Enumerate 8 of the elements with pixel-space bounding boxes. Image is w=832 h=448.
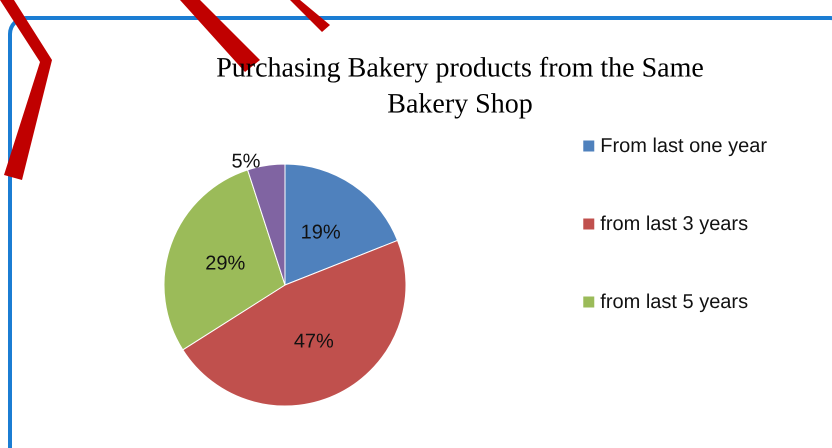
data-label: 29%	[205, 252, 246, 274]
legend-label: from last 3 years	[600, 213, 748, 235]
data-label: 47%	[294, 330, 334, 353]
chart-title: Purchasing Bakery products from the Same Bakery Shop	[216, 52, 704, 120]
data-label: 19%	[300, 221, 341, 244]
legend-label: from last 5 years	[600, 291, 748, 313]
data-label: 5%	[232, 150, 261, 173]
legend-label: From last one year	[600, 135, 768, 157]
